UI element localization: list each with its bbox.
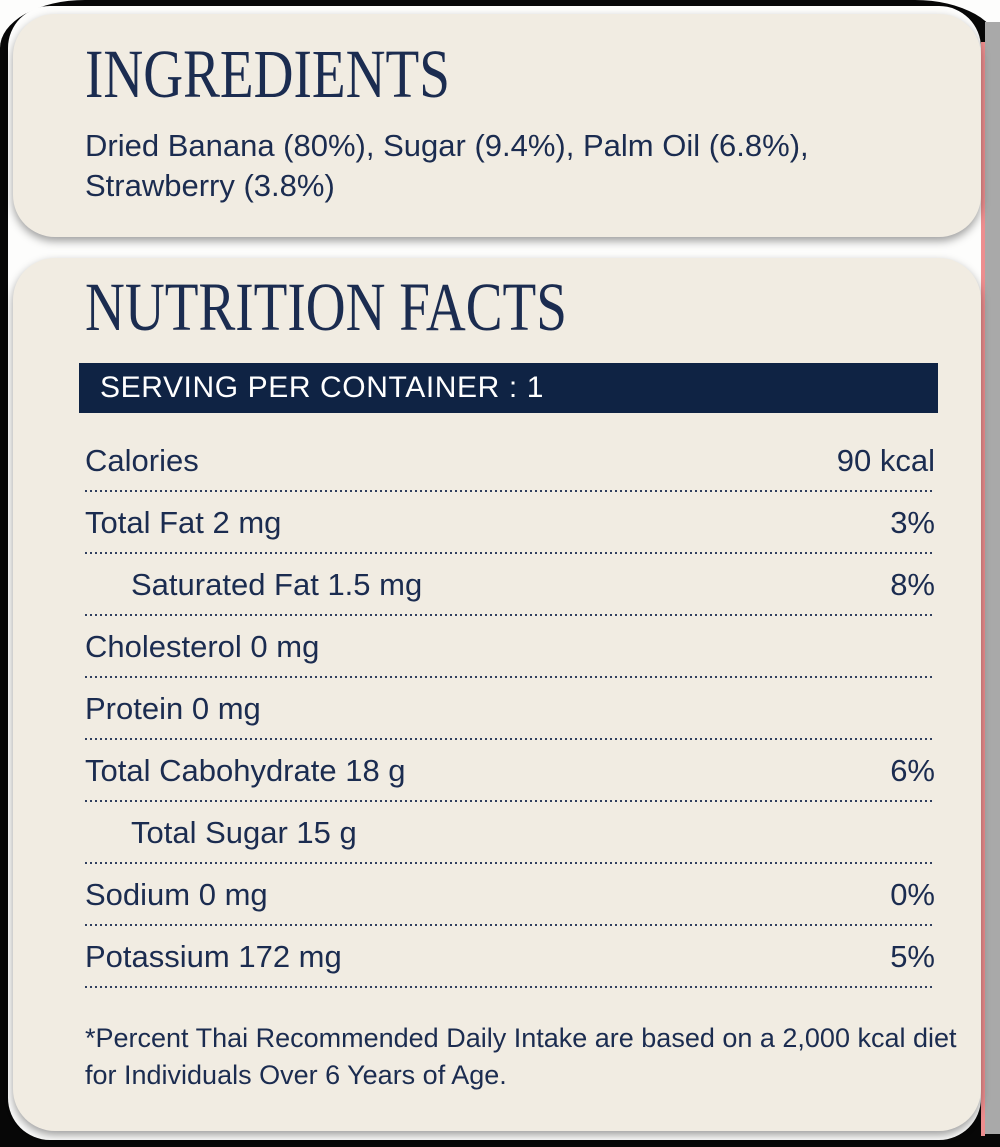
- nutrient-rows: Calories 90 kcal Total Fat 2 mg 3% Satur…: [85, 430, 935, 988]
- nutrition-row: Calories 90 kcal: [85, 430, 935, 492]
- nutrition-row: Sodium 0 mg 0%: [85, 864, 935, 926]
- nutrient-label: Total Cabohydrate 18 g: [85, 753, 406, 788]
- nutrient-value: 5%: [890, 939, 935, 974]
- right-gray-strip: [985, 22, 1000, 1134]
- nutrient-label: Total Fat 2 mg: [85, 505, 282, 540]
- right-pink-edge-line: [981, 42, 985, 1136]
- daily-intake-footnote: *Percent Thai Recommended Daily Intake a…: [85, 1023, 957, 1090]
- ingredients-title: INGREDIENTS: [85, 36, 450, 112]
- nutrient-label: Calories: [85, 443, 199, 478]
- nutrition-row: Cholesterol 0 mg: [85, 616, 935, 678]
- ingredients-list-text: Dried Banana (80%), Sugar (9.4%), Palm O…: [85, 128, 809, 203]
- serving-per-container-label: SERVING PER CONTAINER : 1: [100, 371, 544, 404]
- nutrition-facts-title: NUTRITION FACTS: [85, 269, 567, 345]
- nutrient-label: Saturated Fat 1.5 mg: [131, 567, 423, 602]
- nutrient-value: 0%: [890, 877, 935, 912]
- nutrition-row: Total Fat 2 mg 3%: [85, 492, 935, 554]
- nutrition-row: Potassium 172 mg 5%: [85, 926, 935, 988]
- nutrition-row: Protein 0 mg: [85, 678, 935, 740]
- nutrient-label: Total Sugar 15 g: [131, 815, 357, 850]
- nutrition-row: Total Cabohydrate 18 g 6%: [85, 740, 935, 802]
- serving-per-container-bar: SERVING PER CONTAINER : 1: [79, 363, 938, 413]
- nutrient-value: 90 kcal: [836, 443, 935, 478]
- nutrition-row: Total Sugar 15 g: [85, 802, 935, 864]
- nutrient-label: Sodium 0 mg: [85, 877, 268, 912]
- nutrient-label: Potassium 172 mg: [85, 939, 342, 974]
- nutrition-row: Saturated Fat 1.5 mg 8%: [85, 554, 935, 616]
- ingredients-card: INGREDIENTS Dried Banana (80%), Sugar (9…: [13, 14, 981, 237]
- nutrient-label: Cholesterol 0 mg: [85, 629, 320, 664]
- nutrient-value: 3%: [890, 505, 935, 540]
- nutrient-value: 8%: [890, 567, 935, 602]
- nutrient-label: Protein 0 mg: [85, 691, 261, 726]
- nutrient-value: 6%: [890, 753, 935, 788]
- nutrition-facts-card: NUTRITION FACTS SERVING PER CONTAINER : …: [13, 258, 981, 1131]
